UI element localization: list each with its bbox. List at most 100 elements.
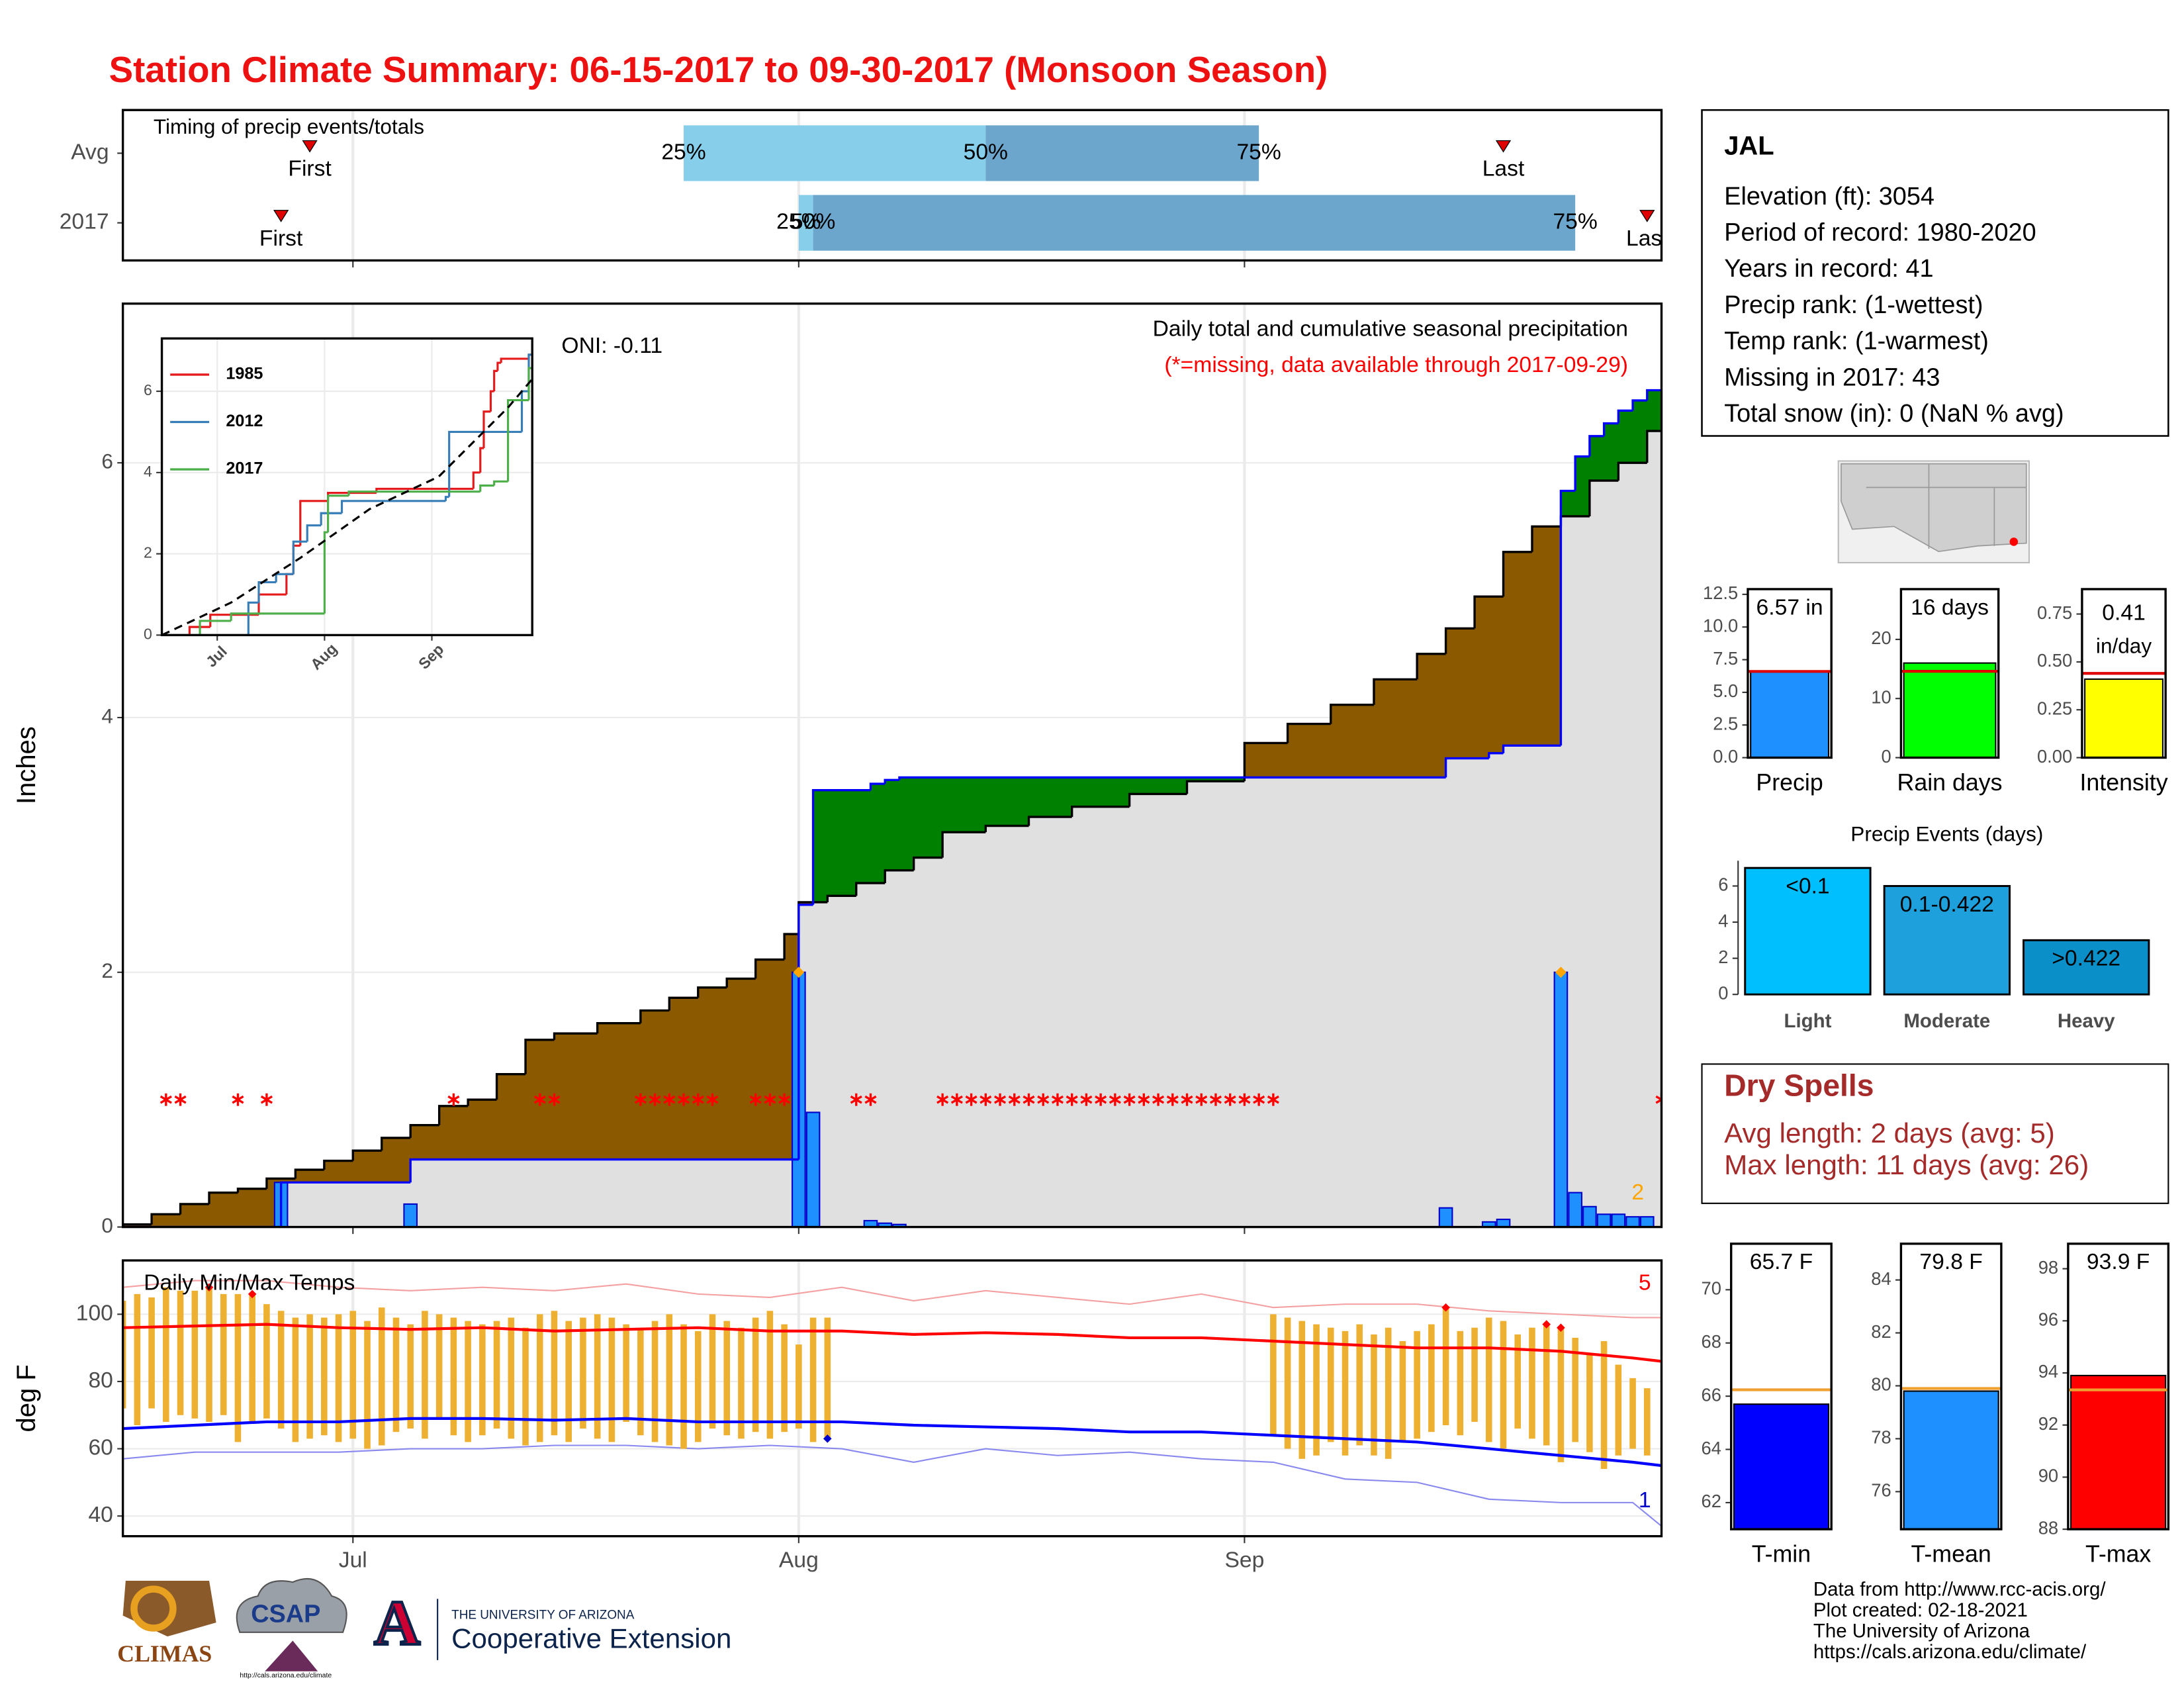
- missing-star-stroke: [706, 1095, 719, 1104]
- deficit-fill: [410, 1125, 440, 1160]
- legend-label: 1985: [226, 365, 263, 383]
- deficit-fill: [798, 902, 814, 905]
- surplus-fill: [913, 777, 943, 858]
- timing-bar-high: [813, 195, 1576, 251]
- plot-frame: [1730, 1243, 1833, 1530]
- inset-series-line: [493, 480, 508, 486]
- daily-temp-bar: [809, 1317, 817, 1442]
- average-cumulative-line: [754, 958, 785, 979]
- surplus-fill: [1187, 777, 1246, 782]
- event-label: First: [259, 226, 303, 251]
- average-cumulative-line: [884, 869, 914, 884]
- cumulative-2017-line: [1631, 399, 1647, 411]
- cumulative-base-fill: [913, 857, 943, 1227]
- cumulative-base-fill: [698, 1159, 727, 1227]
- missing-day-marker: [548, 1093, 561, 1106]
- daily-precip-bar: [1611, 1213, 1626, 1227]
- daily-precip-bar: [805, 1111, 821, 1227]
- inset-series-line: [444, 496, 449, 501]
- average-cumulative-line: [1286, 722, 1331, 743]
- record-max-line: [122, 1280, 1662, 1319]
- average-cumulative-line: [467, 1098, 497, 1106]
- timing-bar-high: [985, 125, 1259, 181]
- locator-map: [1837, 460, 2030, 564]
- daily-temp-bar: [1600, 1341, 1608, 1470]
- y-tick-label: 2: [144, 544, 152, 561]
- cumulative-base-fill: [353, 1182, 383, 1227]
- summary-label: Rain days: [1897, 769, 2003, 796]
- inset-series-line: [500, 357, 529, 363]
- cumulative-2017-line: [1574, 455, 1590, 491]
- average-cumulative-line: [553, 1032, 598, 1040]
- quantile-label: 75%: [1553, 210, 1597, 234]
- daily-temp-bar: [1457, 1331, 1464, 1436]
- deficit-fill: [1445, 628, 1475, 759]
- cumulative-2017-line: [811, 788, 871, 905]
- x-tick-label: Sep: [1224, 1548, 1264, 1572]
- daily-temp-bar: [364, 1321, 371, 1449]
- y-tick-label: 4: [1718, 910, 1728, 931]
- station-info-line: Years in record: 41: [1724, 255, 1933, 283]
- plot-frame: [2081, 588, 2167, 759]
- cumulative-base-fill: [1287, 777, 1332, 1227]
- station-name: JAL: [1724, 132, 1774, 161]
- deficit-fill: [1475, 596, 1490, 759]
- daily-temp-bar: [824, 1317, 831, 1439]
- missing-day-marker: [864, 1093, 877, 1106]
- surplus-fill: [1028, 777, 1073, 818]
- missing-star-stroke: [232, 1095, 244, 1104]
- credit-line: Data from http://www.rcc-acis.org/: [1813, 1579, 2106, 1601]
- average-cumulative-line: [1128, 792, 1187, 807]
- inset-series-line: [448, 430, 491, 497]
- daily-temp-bar: [709, 1314, 716, 1429]
- event-label: Last: [1482, 157, 1525, 181]
- daily-precip-bar: [1582, 1205, 1597, 1227]
- cumulative-2017-line: [279, 1181, 411, 1227]
- surplus-fill: [856, 790, 872, 884]
- y-tick-label: 4: [101, 704, 113, 727]
- plot-frame: [121, 302, 1663, 1229]
- average-cumulative-line: [668, 996, 698, 1011]
- cumulative-base-fill: [1187, 781, 1246, 1227]
- daily-temp-bar: [249, 1293, 255, 1422]
- cumulative-base-fill: [727, 1159, 756, 1227]
- missing-star-stroke: [965, 1095, 978, 1104]
- cumulative-base-fill: [439, 1159, 469, 1227]
- inset-series-line: [479, 484, 494, 492]
- surplus-fill: [1618, 410, 1633, 463]
- missing-star-stroke: [1181, 1095, 1193, 1104]
- y-tick-label: 12.5: [1703, 583, 1738, 603]
- record-count: 2: [1631, 1180, 1644, 1205]
- y-tick-label: 0.25: [2037, 698, 2072, 718]
- plot-frame: [2067, 1243, 2170, 1530]
- missing-star-stroke: [260, 1095, 273, 1104]
- missing-star-stroke: [1080, 1095, 1093, 1104]
- cumulative-2017-line: [797, 904, 813, 1160]
- page-title: Station Climate Summary: 06-15-2017 to 0…: [109, 49, 1328, 90]
- cumulative-base-fill: [496, 1159, 526, 1227]
- average-cumulative-line: [912, 856, 943, 870]
- inset-series-line: [496, 361, 502, 371]
- dry-spells-box: [1701, 1063, 2169, 1204]
- cumulative-2017-line: [884, 778, 899, 784]
- y-tick-label: 70: [1702, 1278, 1721, 1299]
- cumulative-base-fill: [640, 1159, 670, 1227]
- x-tick-label: Moderate: [1903, 1010, 1990, 1032]
- cumulative-base-fill: [324, 1182, 353, 1227]
- average-cumulative-line: [1444, 627, 1475, 654]
- daily-temp-bar: [206, 1287, 212, 1422]
- quantile-label: 25%: [776, 210, 821, 234]
- daily-temp-bar: [1356, 1324, 1363, 1446]
- daily-temp-bar: [378, 1307, 385, 1446]
- surplus-fill: [813, 790, 828, 902]
- missing-day-marker: [677, 1093, 690, 1106]
- y-tick-label: 88: [2038, 1517, 2058, 1538]
- missing-day-marker: [1095, 1093, 1107, 1106]
- deficit-fill: [727, 978, 756, 1160]
- missing-day-marker: [232, 1093, 244, 1106]
- deficit-fill: [353, 1150, 383, 1183]
- missing-star-stroke: [1195, 1095, 1208, 1104]
- deficit-fill: [669, 998, 699, 1160]
- surplus-fill: [827, 790, 857, 896]
- deficit-fill: [554, 1033, 598, 1160]
